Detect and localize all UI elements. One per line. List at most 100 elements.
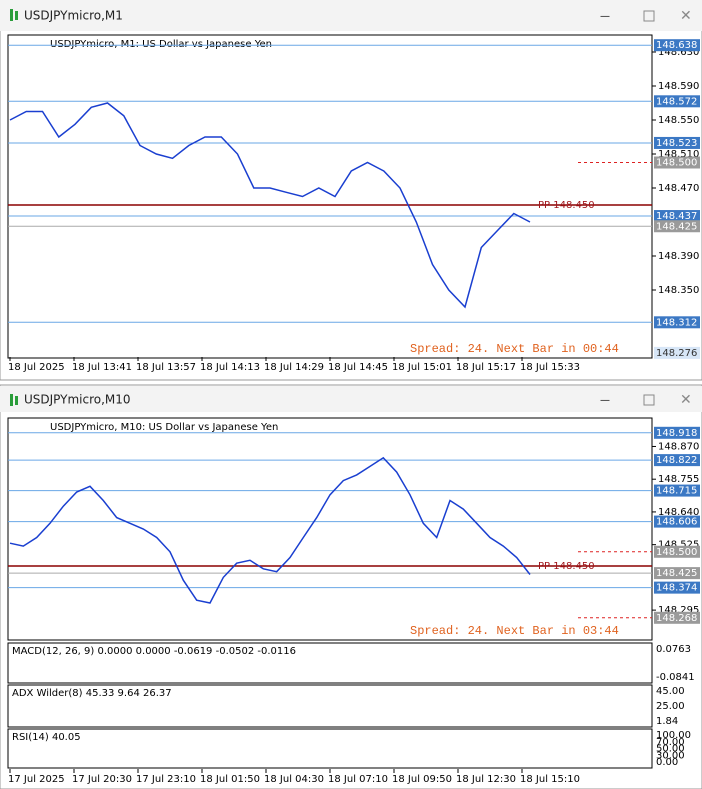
level-label: 148.715 <box>656 486 697 497</box>
level-badge <box>654 39 700 52</box>
price-tick-label: 148.510 <box>658 149 699 160</box>
indicator-label: ADX Wilder(8) 45.33 9.64 26.37 <box>12 688 172 699</box>
indicator-axis-label: 50.00 <box>656 744 685 755</box>
pivot-label: PP 148.450 <box>538 561 595 572</box>
level-label: 148.425 <box>656 568 697 579</box>
time-label: 18 Jul 09:50 <box>392 774 452 785</box>
level-badge <box>654 156 700 169</box>
price-tick-label: 148.350 <box>658 285 699 296</box>
level-label: 148.500 <box>656 547 697 558</box>
time-label: 18 Jul 12:30 <box>456 774 516 785</box>
level-badge <box>654 95 700 108</box>
level-badge <box>654 567 700 580</box>
level-badge <box>654 346 700 359</box>
price-line <box>9 456 531 604</box>
indicator-axis-label: 0.0763 <box>656 644 691 655</box>
plot-area <box>7 417 653 641</box>
price-tick-label: 148.640 <box>658 507 699 518</box>
time-label: 17 Jul 20:30 <box>72 774 132 785</box>
indicator-axis-label: 30.00 <box>656 750 685 761</box>
level-badge <box>654 220 700 233</box>
spread-info: Spread: 24. Next Bar in 03:44 <box>410 624 619 638</box>
time-label: 18 Jul 14:13 <box>200 362 260 373</box>
level-badge <box>654 581 700 594</box>
title-bar <box>0 386 702 412</box>
maximize-button[interactable] <box>643 394 655 406</box>
minimize-button[interactable]: — <box>600 395 610 406</box>
indicator-axis-label: 25.00 <box>656 701 685 712</box>
maximize-button[interactable] <box>643 10 655 22</box>
level-badge <box>654 545 700 558</box>
price-tick-label: 148.295 <box>658 605 699 616</box>
minimize-button[interactable]: — <box>600 11 610 22</box>
chart-header: USDJPYmicro, M10: US Dollar vs Japanese … <box>50 422 278 433</box>
price-tick-label: 148.470 <box>658 183 699 194</box>
time-label: 18 Jul 01:50 <box>200 774 260 785</box>
level-label: 148.425 <box>656 221 697 232</box>
indicator-label: RSI(14) 40.05 <box>12 732 81 743</box>
level-label: 148.500 <box>656 158 697 169</box>
indicator-axis-label: 1.84 <box>656 716 678 727</box>
window-title: USDJPYmicro,M10 <box>24 393 131 407</box>
time-label: 18 Jul 15:33 <box>520 362 580 373</box>
time-label: 18 Jul 14:29 <box>264 362 324 373</box>
time-label: 18 Jul 14:45 <box>328 362 388 373</box>
level-badge <box>654 426 700 439</box>
time-label: 17 Jul 2025 <box>8 774 65 785</box>
app-icon <box>10 394 13 406</box>
level-label: 148.523 <box>656 138 697 149</box>
pivot-label: PP 148.450 <box>538 200 595 211</box>
level-label: 148.268 <box>656 613 697 624</box>
level-badge <box>654 316 700 329</box>
price-tick-label: 148.590 <box>658 81 699 92</box>
level-label: 148.638 <box>656 40 697 51</box>
price-tick-label: 148.390 <box>658 251 699 262</box>
time-label: 18 Jul 13:41 <box>72 362 132 373</box>
time-label: 18 Jul 15:01 <box>392 362 452 373</box>
price-tick-label: 148.550 <box>658 115 699 126</box>
level-badge <box>654 210 700 223</box>
chart-header: USDJPYmicro, M1: US Dollar vs Japanese Y… <box>50 39 272 50</box>
app-icon <box>10 9 13 21</box>
price-tick-label: 148.525 <box>658 540 699 551</box>
level-label: 148.572 <box>656 96 697 107</box>
indicator-axis-label: -0.0841 <box>656 672 695 683</box>
level-label: 148.606 <box>656 517 697 528</box>
level-label: 148.312 <box>656 317 697 328</box>
time-label: 18 Jul 04:30 <box>264 774 324 785</box>
level-label: 148.276 <box>656 348 697 359</box>
time-label: 18 Jul 2025 <box>8 362 65 373</box>
close-button[interactable]: ✕ <box>680 8 692 24</box>
indicator-panel <box>7 684 653 728</box>
title-bar <box>0 0 702 31</box>
time-label: 17 Jul 23:10 <box>136 774 196 785</box>
indicator-label: MACD(12, 26, 9) 0.0000 0.0000 -0.0619 -0… <box>12 646 296 657</box>
close-button[interactable]: ✕ <box>680 392 692 408</box>
indicator-axis-label: 100.00 <box>656 730 691 741</box>
level-label: 148.374 <box>656 583 697 594</box>
level-badge <box>654 611 700 624</box>
indicator-axis-label: 0.00 <box>656 757 678 768</box>
window-title: USDJPYmicro,M1 <box>24 9 123 23</box>
indicator-axis-label: 70.00 <box>656 737 685 748</box>
level-label: 148.822 <box>656 455 697 466</box>
spread-info: Spread: 24. Next Bar in 00:44 <box>410 342 619 356</box>
level-badge <box>654 484 700 497</box>
app-icon <box>15 396 18 405</box>
level-badge <box>654 515 700 528</box>
indicator-axis-label: 45.00 <box>656 686 685 697</box>
price-line <box>9 102 531 309</box>
level-badge <box>654 454 700 467</box>
indicator-panel <box>7 728 653 769</box>
level-label: 148.918 <box>656 428 697 439</box>
price-tick-label: 148.630 <box>658 47 699 58</box>
level-badge <box>654 136 700 149</box>
price-tick-label: 148.870 <box>658 441 699 452</box>
app-icon <box>15 11 18 20</box>
price-tick-label: 148.755 <box>658 474 699 485</box>
time-label: 18 Jul 15:10 <box>520 774 580 785</box>
time-label: 18 Jul 13:57 <box>136 362 196 373</box>
plot-area <box>7 34 653 359</box>
